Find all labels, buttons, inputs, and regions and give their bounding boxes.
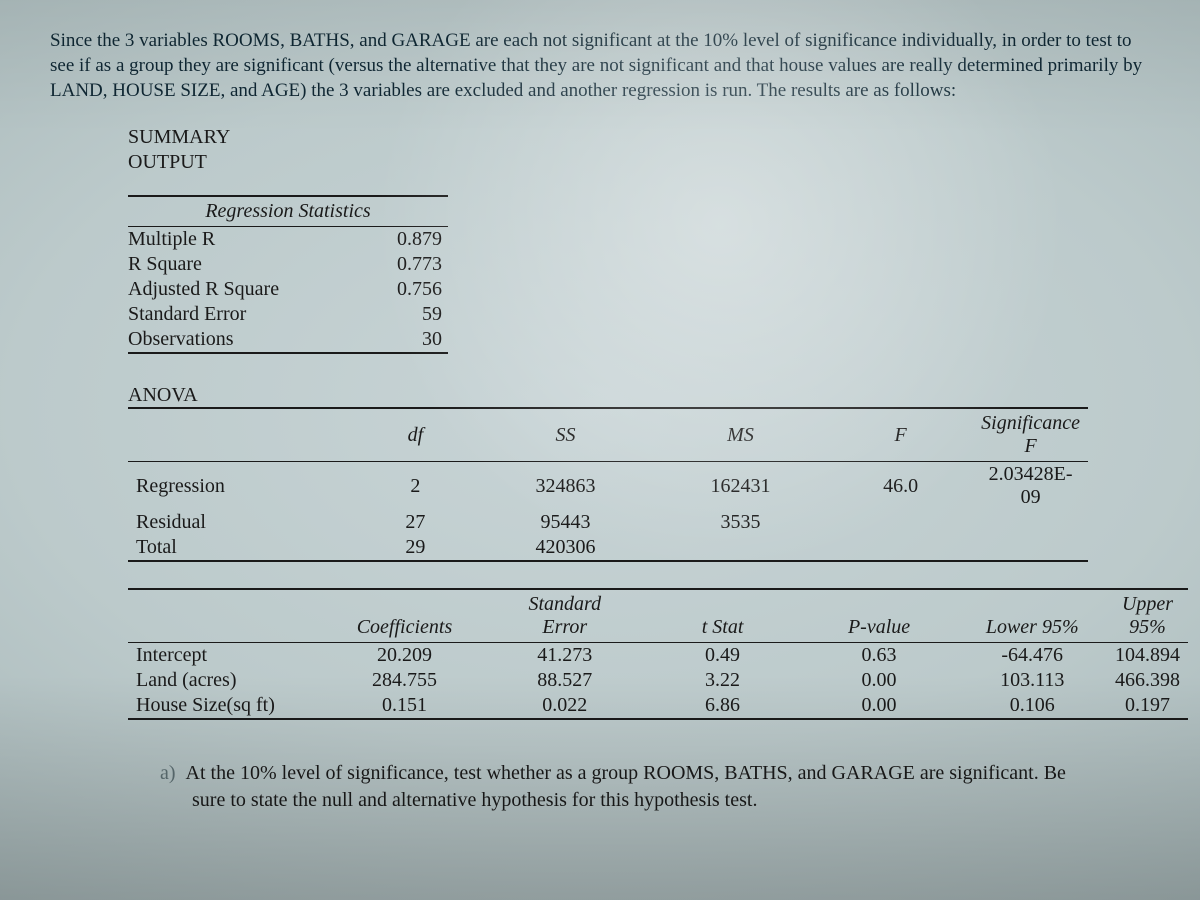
coef-row-label: Land (acres)	[128, 668, 324, 693]
anova-cell: 46.0	[828, 462, 973, 511]
regstats-label: Adjusted R Square	[128, 277, 366, 302]
anova-table: df SS MS F Significance F Regression 2 3…	[128, 407, 1088, 562]
regstats-value: 0.756	[366, 277, 448, 302]
question-label: a)	[160, 762, 176, 784]
anova-cell	[973, 535, 1088, 561]
coef-col-lower95: Lower 95%	[957, 589, 1107, 643]
anova-cell	[828, 535, 973, 561]
question-text: At the 10% level of significance, test w…	[186, 762, 1066, 810]
coef-stderr-l1: Standard	[529, 593, 602, 615]
anova-col-ss: SS	[478, 408, 653, 462]
table-row: House Size(sq ft) 0.151 0.022 6.86 0.00 …	[128, 693, 1188, 719]
coef-cell: 0.197	[1107, 693, 1188, 719]
coef-row-label: House Size(sq ft)	[128, 693, 324, 719]
anova-row-label: Residual	[128, 510, 353, 535]
coef-cell: 466.398	[1107, 668, 1188, 693]
coef-cell: 0.022	[485, 693, 644, 719]
anova-cell	[653, 535, 828, 561]
coef-cell: 0.49	[644, 643, 800, 669]
coef-cell: 103.113	[957, 668, 1107, 693]
anova-cell: 420306	[478, 535, 653, 561]
coef-col-upper95: Upper 95%	[1107, 589, 1188, 643]
table-row: Residual 27 95443 3535	[128, 510, 1088, 535]
regstats-value: 30	[366, 327, 448, 353]
anova-col-f: F	[828, 408, 973, 462]
regstats-label: Standard Error	[128, 302, 366, 327]
regstats-label: Multiple R	[128, 227, 366, 253]
regstats-value: 0.879	[366, 227, 448, 253]
anova-col-sigf: Significance F	[973, 408, 1088, 462]
anova-cell: 2.03428E-09	[973, 462, 1088, 511]
summary-output-heading: SUMMARY OUTPUT	[128, 125, 1150, 175]
coef-stderr-l2: Error	[542, 616, 587, 638]
coef-cell: 41.273	[485, 643, 644, 669]
coef-cell: 6.86	[644, 693, 800, 719]
regression-statistics-table: Regression Statistics Multiple R 0.879 R…	[128, 195, 448, 354]
anova-cell	[973, 510, 1088, 535]
anova-cell: 162431	[653, 462, 828, 511]
coef-col-coefficients: Coefficients	[324, 589, 485, 643]
coef-cell: 0.151	[324, 693, 485, 719]
anova-heading: ANOVA	[128, 384, 1150, 407]
regstats-label: R Square	[128, 252, 366, 277]
table-row: R Square 0.773	[128, 252, 448, 277]
coef-col-tstat: t Stat	[644, 589, 800, 643]
coef-cell: 284.755	[324, 668, 485, 693]
coef-col-pvalue: P-value	[801, 589, 958, 643]
coef-cell: 0.00	[801, 693, 958, 719]
regstats-header: Regression Statistics	[128, 196, 448, 227]
table-row: Adjusted R Square 0.756	[128, 277, 448, 302]
coefficients-table: Coefficients Standard Error t Stat P-val…	[128, 588, 1188, 720]
summary-line-1: SUMMARY	[128, 126, 230, 148]
coef-cell: 3.22	[644, 668, 800, 693]
anova-cell	[828, 510, 973, 535]
question-a: a) At the 10% level of significance, test…	[160, 760, 1100, 813]
table-row: Standard Error 59	[128, 302, 448, 327]
summary-line-2: OUTPUT	[128, 151, 207, 173]
table-row: Total 29 420306	[128, 535, 1088, 561]
anova-row-label: Regression	[128, 462, 353, 511]
intro-paragraph: Since the 3 variables ROOMS, BATHS, and …	[50, 28, 1150, 103]
coef-cell: 88.527	[485, 668, 644, 693]
coef-cell: 0.00	[801, 668, 958, 693]
coef-cell: 0.63	[801, 643, 958, 669]
anova-col-df: df	[353, 408, 478, 462]
anova-cell: 29	[353, 535, 478, 561]
coef-cell: 20.209	[324, 643, 485, 669]
regstats-label: Observations	[128, 327, 366, 353]
anova-row-label: Total	[128, 535, 353, 561]
table-row: Multiple R 0.879	[128, 227, 448, 253]
anova-cell: 324863	[478, 462, 653, 511]
table-row: Regression 2 324863 162431 46.0 2.03428E…	[128, 462, 1088, 511]
anova-col-ms: MS	[653, 408, 828, 462]
table-row: Intercept 20.209 41.273 0.49 0.63 -64.47…	[128, 643, 1188, 669]
anova-cell: 3535	[653, 510, 828, 535]
anova-cell: 27	[353, 510, 478, 535]
table-row: Observations 30	[128, 327, 448, 353]
coef-col-stderr: Standard Error	[485, 589, 644, 643]
regstats-value: 0.773	[366, 252, 448, 277]
table-row: Land (acres) 284.755 88.527 3.22 0.00 10…	[128, 668, 1188, 693]
anova-cell: 95443	[478, 510, 653, 535]
regstats-value: 59	[366, 302, 448, 327]
coef-row-label: Intercept	[128, 643, 324, 669]
coef-cell: 104.894	[1107, 643, 1188, 669]
coef-cell: -64.476	[957, 643, 1107, 669]
coef-cell: 0.106	[957, 693, 1107, 719]
anova-cell: 2	[353, 462, 478, 511]
